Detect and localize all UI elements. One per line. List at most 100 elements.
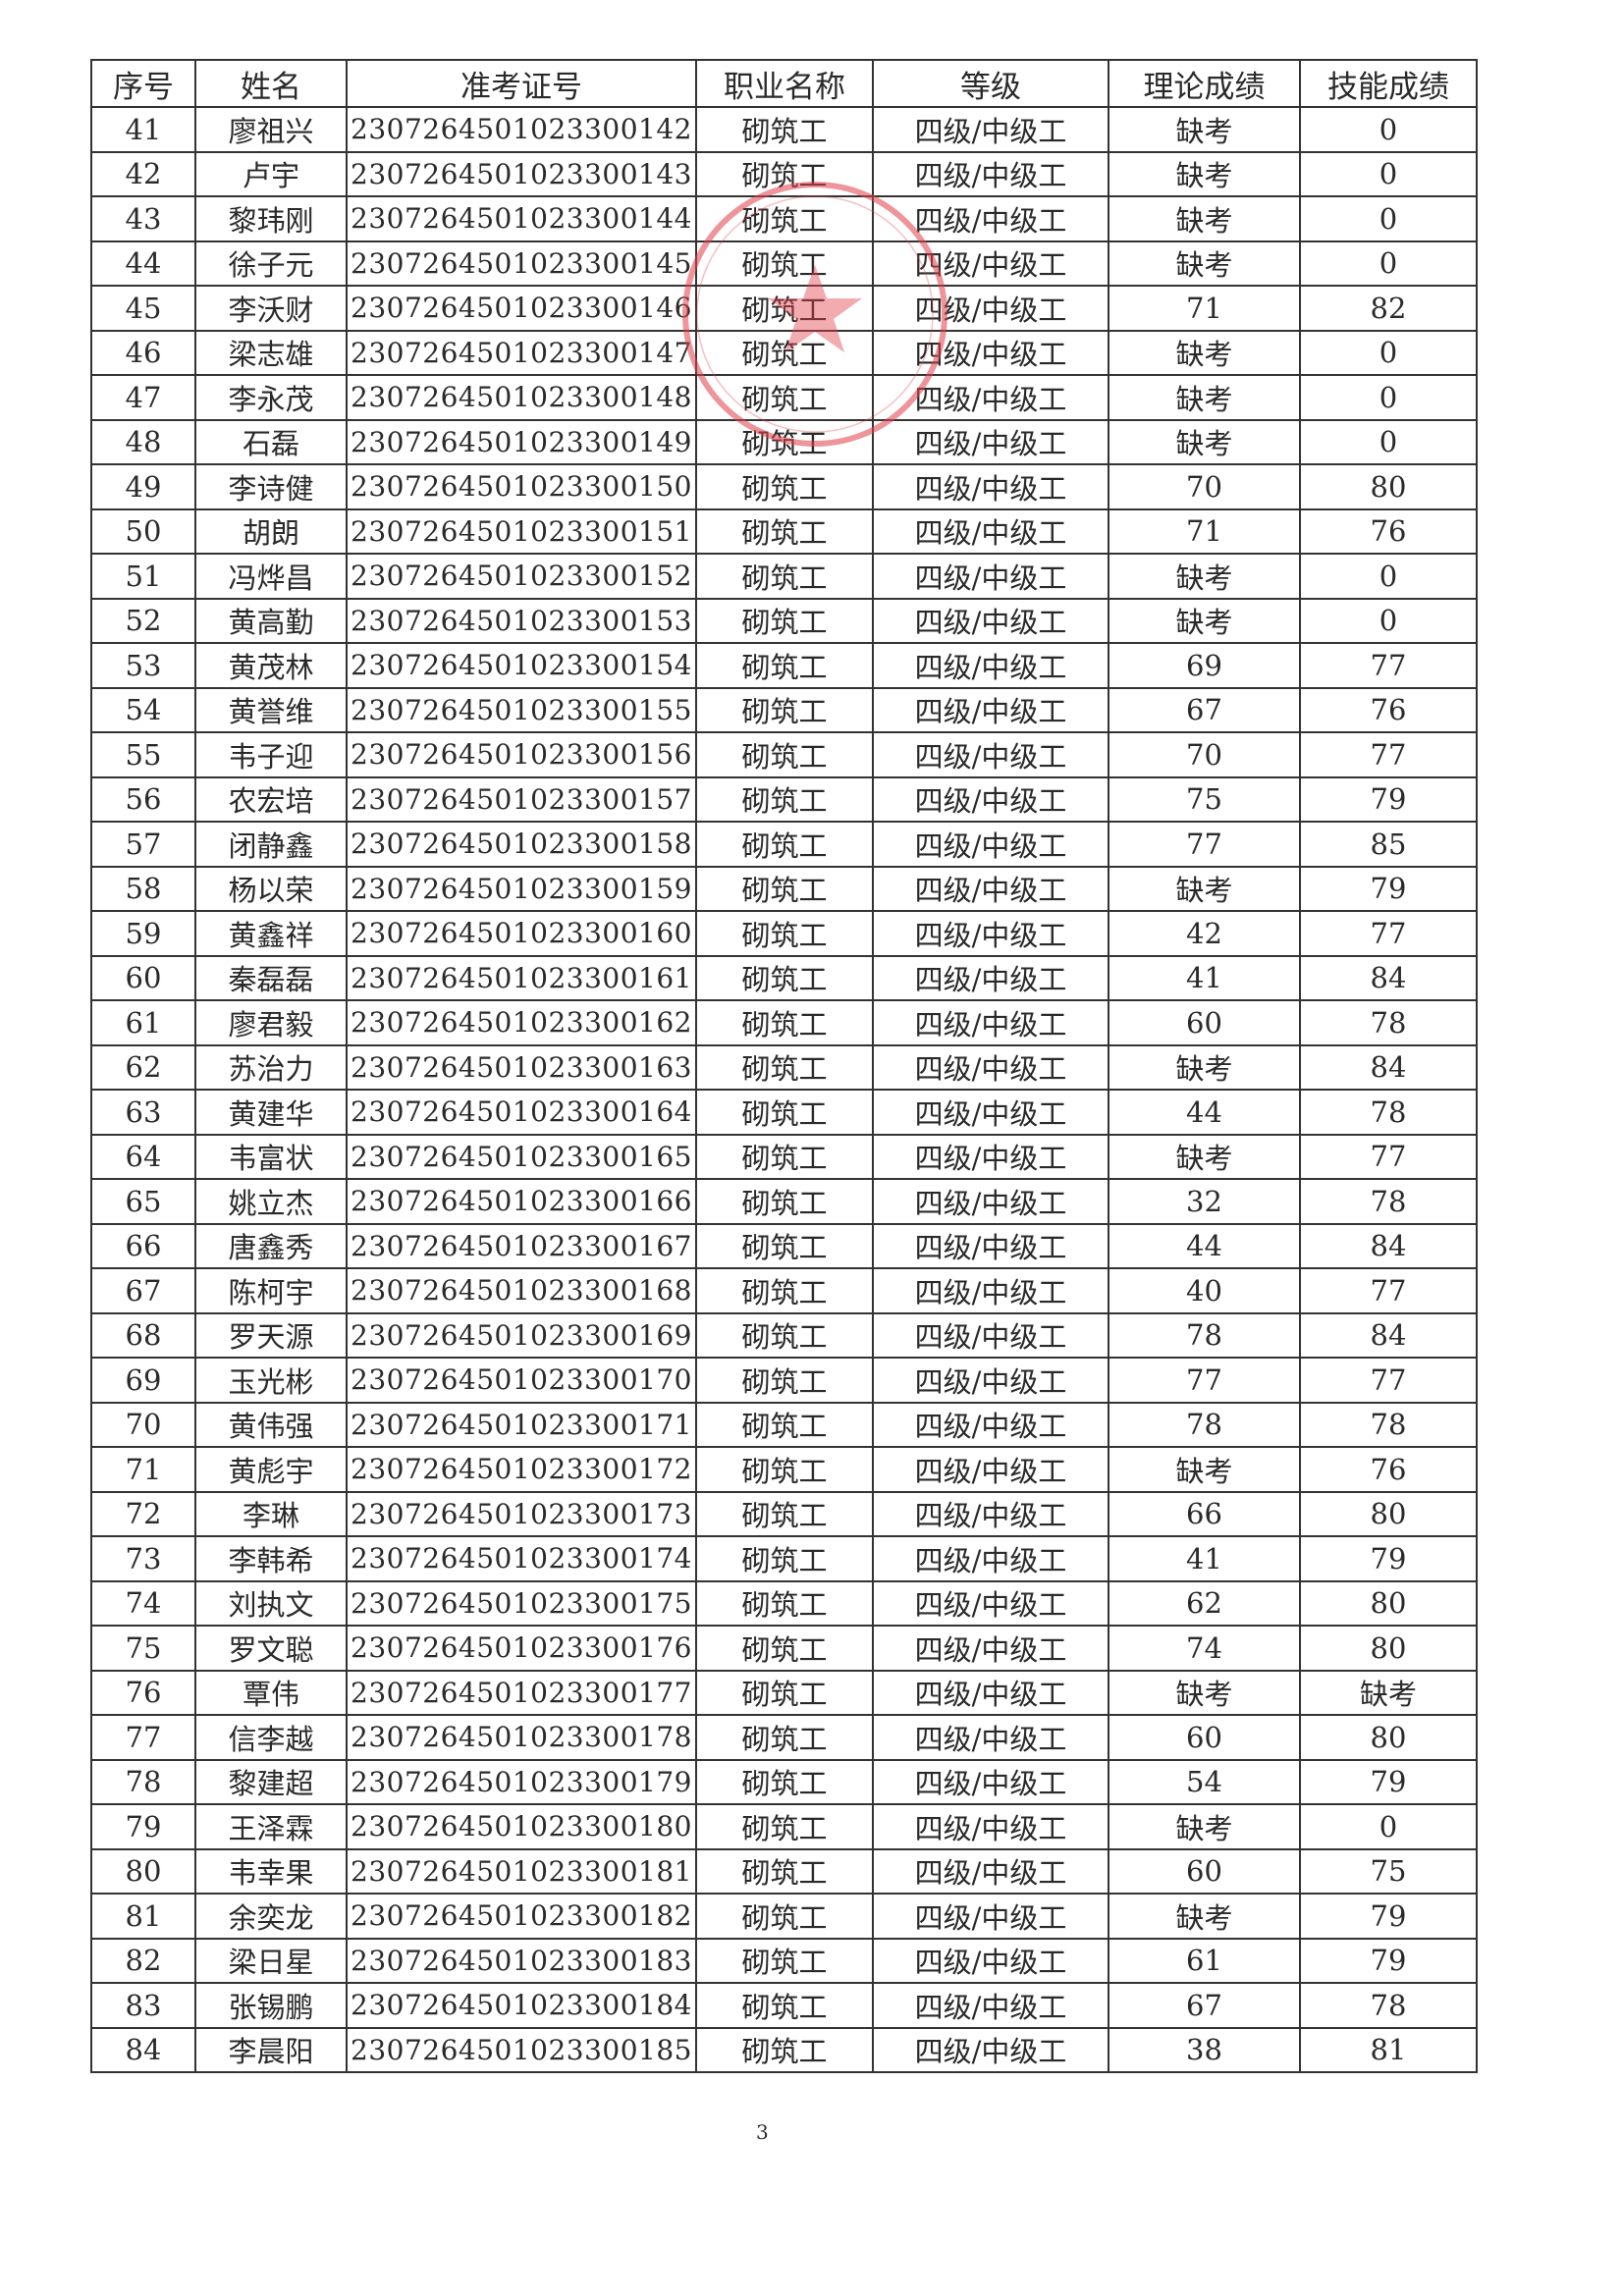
table-row: 63 黄建华 2307264501023300164 砌筑工 四级/中级工 44 78 (90, 1089, 1478, 1136)
cell-level: 四级/中级工 (872, 1982, 1109, 2029)
cell-skill-score: 79 (1299, 1758, 1478, 1805)
cell-skill-score: 81 (1299, 2026, 1478, 2073)
cell-name: 刘执文 (194, 1579, 348, 1627)
cell-level: 四级/中级工 (872, 329, 1109, 376)
cell-occupation: 砌筑工 (695, 1357, 874, 1404)
cell-name: 李晨阳 (194, 2026, 348, 2073)
cell-name: 罗文聪 (194, 1625, 348, 1672)
cell-level: 四级/中级工 (872, 1357, 1109, 1404)
cell-occupation: 砌筑工 (695, 106, 874, 153)
cell-seq: 62 (90, 1043, 196, 1091)
cell-name: 韦幸果 (194, 1847, 348, 1895)
cell-theory-score: 44 (1108, 1089, 1301, 1136)
cell-seq: 64 (90, 1133, 196, 1180)
table-row: 69 玉光彬 2307264501023300170 砌筑工 四级/中级工 77 77 (90, 1357, 1478, 1404)
cell-occupation: 砌筑工 (695, 195, 874, 242)
header-seq: 序号 (90, 59, 196, 108)
cell-name: 陈柯宇 (194, 1267, 348, 1314)
cell-ticket-number: 2307264501023300162 (346, 999, 697, 1046)
cell-occupation: 砌筑工 (695, 285, 874, 332)
cell-level: 四级/中级工 (872, 1267, 1109, 1314)
table-row: 48 石磊 2307264501023300149 砌筑工 四级/中级工 缺考 0 (90, 418, 1478, 465)
cell-ticket-number: 2307264501023300160 (346, 910, 697, 957)
cell-level: 四级/中级工 (872, 285, 1109, 332)
cell-level: 四级/中级工 (872, 1401, 1109, 1448)
cell-name: 石磊 (194, 418, 348, 465)
cell-name: 廖祖兴 (194, 106, 348, 153)
cell-ticket-number: 2307264501023300166 (346, 1178, 697, 1225)
cell-occupation: 砌筑工 (695, 1133, 874, 1180)
cell-skill-score: 77 (1299, 1357, 1478, 1404)
cell-ticket-number: 2307264501023300156 (346, 731, 697, 778)
cell-seq: 83 (90, 1982, 196, 2029)
cell-skill-score: 77 (1299, 642, 1478, 689)
table-row: 51 冯烨昌 2307264501023300152 砌筑工 四级/中级工 缺考 0 (90, 553, 1478, 600)
cell-name: 闭静鑫 (194, 821, 348, 868)
table-row: 47 李永茂 2307264501023300148 砌筑工 四级/中级工 缺考 0 (90, 374, 1478, 421)
cell-theory-score: 75 (1108, 775, 1301, 823)
cell-occupation: 砌筑工 (695, 1446, 874, 1493)
cell-level: 四级/中级工 (872, 775, 1109, 823)
cell-theory-score: 缺考 (1108, 1669, 1301, 1716)
cell-level: 四级/中级工 (872, 954, 1109, 1001)
cell-ticket-number: 2307264501023300185 (346, 2026, 697, 2073)
cell-theory-score: 60 (1108, 999, 1301, 1046)
cell-skill-score: 79 (1299, 1937, 1478, 1984)
cell-occupation: 砌筑工 (695, 329, 874, 376)
table-row: 44 徐子元 2307264501023300145 砌筑工 四级/中级工 缺考 0 (90, 240, 1478, 287)
cell-level: 四级/中级工 (872, 642, 1109, 689)
cell-name: 信李越 (194, 1714, 348, 1761)
cell-skill-score: 80 (1299, 463, 1478, 510)
cell-ticket-number: 2307264501023300183 (346, 1937, 697, 1984)
cell-name: 黄建华 (194, 1089, 348, 1136)
cell-seq: 42 (90, 150, 196, 197)
cell-skill-score: 78 (1299, 999, 1478, 1046)
table-row: 43 黎玮刚 2307264501023300144 砌筑工 四级/中级工 缺考 0 (90, 195, 1478, 242)
cell-occupation: 砌筑工 (695, 1937, 874, 1984)
cell-name: 农宏培 (194, 775, 348, 823)
table-row: 76 覃伟 2307264501023300177 砌筑工 四级/中级工 缺考 缺考 (90, 1669, 1478, 1716)
table-row: 68 罗天源 2307264501023300169 砌筑工 四级/中级工 78 84 (90, 1311, 1478, 1359)
cell-occupation: 砌筑工 (695, 954, 874, 1001)
cell-seq: 63 (90, 1089, 196, 1136)
cell-occupation: 砌筑工 (695, 597, 874, 644)
cell-theory-score: 缺考 (1108, 329, 1301, 376)
cell-occupation: 砌筑工 (695, 1222, 874, 1269)
cell-occupation: 砌筑工 (695, 240, 874, 287)
cell-skill-score: 80 (1299, 1714, 1478, 1761)
cell-name: 玉光彬 (194, 1357, 348, 1404)
cell-ticket-number: 2307264501023300164 (346, 1089, 697, 1136)
table-row: 60 秦磊磊 2307264501023300161 砌筑工 四级/中级工 41 84 (90, 954, 1478, 1001)
cell-seq: 78 (90, 1758, 196, 1805)
cell-occupation: 砌筑工 (695, 1982, 874, 2029)
cell-level: 四级/中级工 (872, 999, 1109, 1046)
cell-ticket-number: 2307264501023300155 (346, 686, 697, 733)
cell-seq: 48 (90, 418, 196, 465)
table-row: 83 张锡鹏 2307264501023300184 砌筑工 四级/中级工 67 78 (90, 1982, 1478, 2029)
cell-ticket-number: 2307264501023300170 (346, 1357, 697, 1404)
cell-level: 四级/中级工 (872, 1937, 1109, 1984)
cell-seq: 47 (90, 374, 196, 421)
cell-theory-score: 62 (1108, 1579, 1301, 1627)
cell-name: 李沃财 (194, 285, 348, 332)
cell-ticket-number: 2307264501023300173 (346, 1490, 697, 1537)
cell-theory-score: 44 (1108, 1222, 1301, 1269)
cell-ticket-number: 2307264501023300157 (346, 775, 697, 823)
cell-theory-score: 38 (1108, 2026, 1301, 2073)
cell-level: 四级/中级工 (872, 374, 1109, 421)
cell-name: 黄誉维 (194, 686, 348, 733)
cell-ticket-number: 2307264501023300175 (346, 1579, 697, 1627)
cell-skill-score: 84 (1299, 1222, 1478, 1269)
cell-ticket-number: 2307264501023300167 (346, 1222, 697, 1269)
cell-skill-score: 0 (1299, 106, 1478, 153)
cell-seq: 59 (90, 910, 196, 957)
table-row: 79 王泽霖 2307264501023300180 砌筑工 四级/中级工 缺考 0 (90, 1803, 1478, 1850)
cell-name: 卢宇 (194, 150, 348, 197)
cell-level: 四级/中级工 (872, 1758, 1109, 1805)
cell-seq: 71 (90, 1446, 196, 1493)
cell-level: 四级/中级工 (872, 195, 1109, 242)
cell-occupation: 砌筑工 (695, 686, 874, 733)
table-row: 49 李诗健 2307264501023300150 砌筑工 四级/中级工 70 80 (90, 463, 1478, 510)
cell-ticket-number: 2307264501023300168 (346, 1267, 697, 1314)
cell-seq: 45 (90, 285, 196, 332)
